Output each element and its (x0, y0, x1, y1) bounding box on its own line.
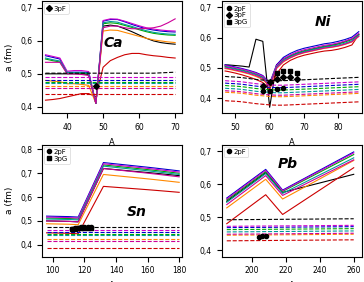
Text: Sn: Sn (127, 205, 147, 219)
Y-axis label: a (fm): a (fm) (5, 187, 15, 214)
Legend: 2pF, 3pG: 2pF, 3pG (44, 147, 70, 164)
X-axis label: A: A (289, 138, 295, 147)
X-axis label: A: A (289, 281, 295, 282)
Text: Pb: Pb (277, 157, 297, 171)
Y-axis label: a (fm): a (fm) (5, 44, 15, 71)
X-axis label: A: A (109, 281, 115, 282)
Text: Ni: Ni (314, 15, 331, 29)
Text: Ca: Ca (103, 36, 123, 50)
Legend: 3pF: 3pF (44, 3, 69, 14)
Legend: 2pF: 2pF (224, 147, 248, 157)
Legend: 2pF, 3pF, 3pG: 2pF, 3pF, 3pG (224, 3, 250, 27)
X-axis label: A: A (109, 138, 115, 147)
